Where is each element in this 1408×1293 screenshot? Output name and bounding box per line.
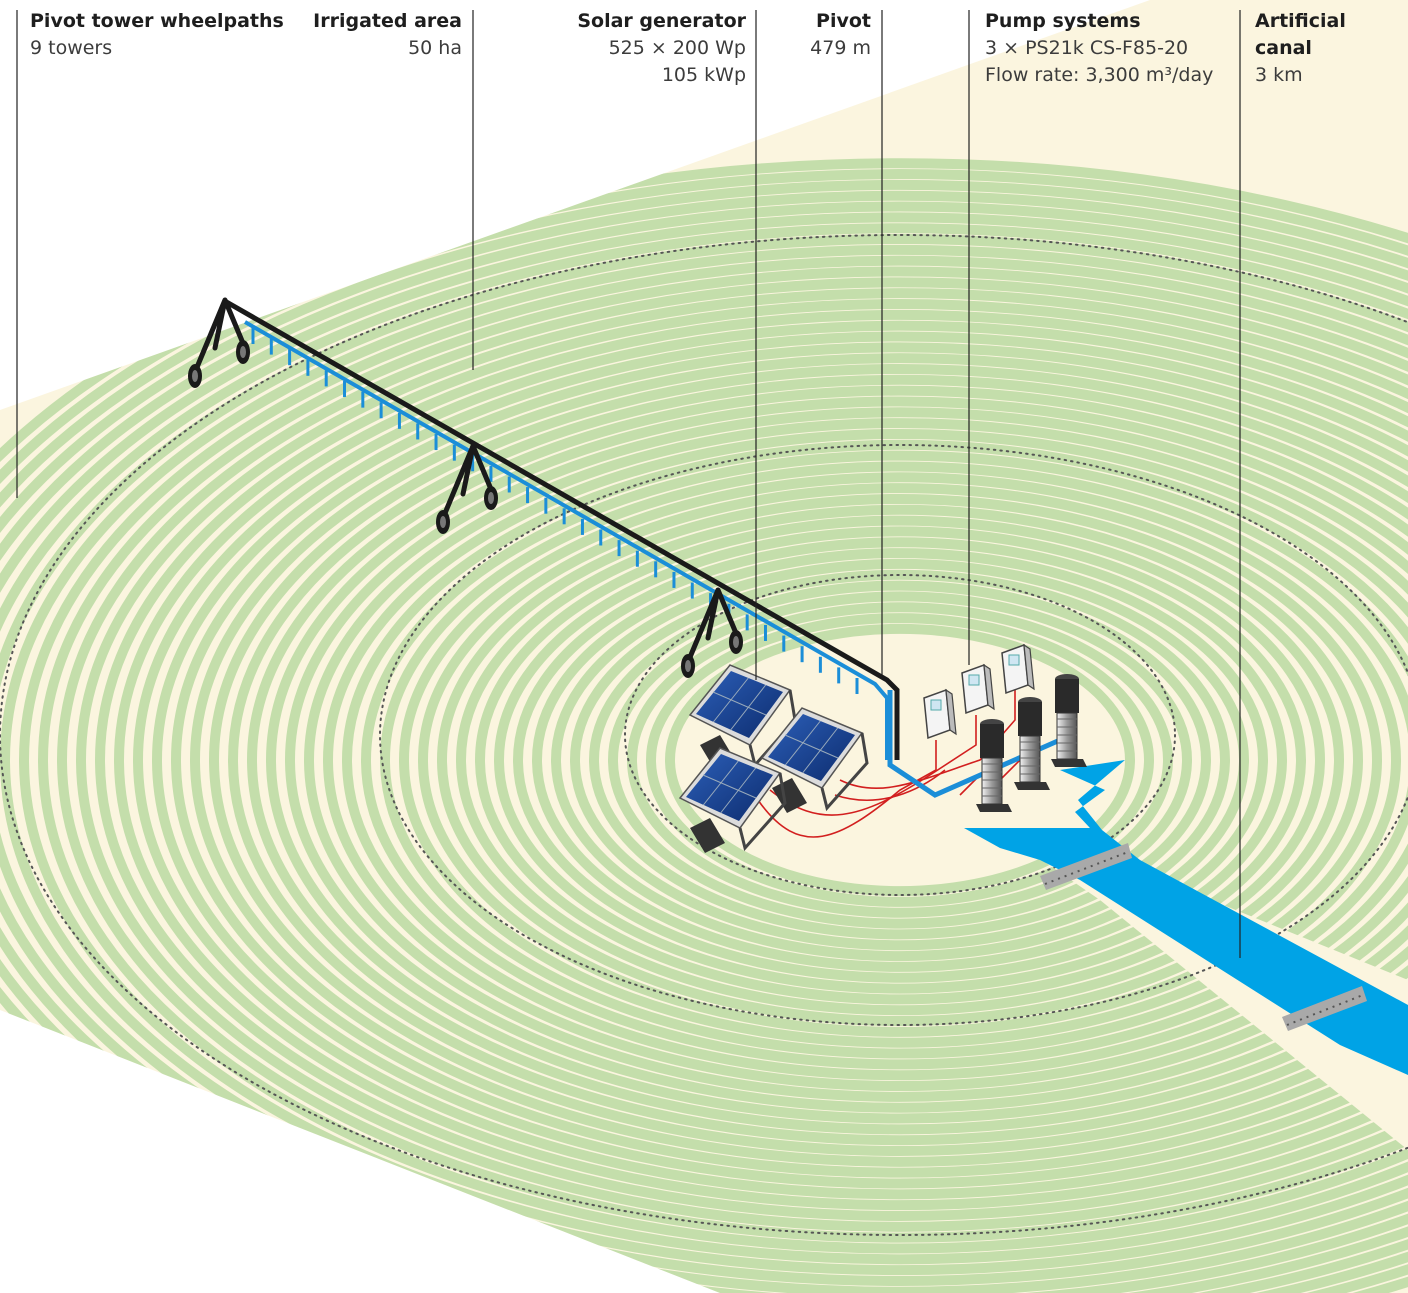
callout-value: Flow rate: 3,300 m³/day: [985, 64, 1214, 86]
crop-row: [380, 461, 1408, 1059]
crop-row: [437, 493, 1363, 1027]
crop-row: [627, 602, 1173, 918]
crop-row: [266, 396, 1408, 1124]
controller-icon: [961, 663, 995, 715]
crop-row: [456, 504, 1344, 1016]
crop-row: [418, 483, 1382, 1037]
leader-lines: [16, 10, 1241, 958]
crop-row: [532, 548, 1268, 972]
pivot-water-pipe: [244, 320, 889, 760]
pump-systems: [976, 674, 1087, 812]
solar-panel-icon: [688, 664, 797, 770]
crop-row: [76, 288, 1408, 1232]
callout-title: Artificial canal: [1255, 10, 1346, 59]
callout-irrigated-area: Irrigated area 50 ha: [313, 8, 462, 62]
crop-row: [0, 234, 1408, 1286]
crop-row: [57, 277, 1408, 1243]
solar-panel-icon: [760, 707, 869, 813]
callout-value: 105 kWp: [661, 64, 746, 86]
canal-bridge: [1040, 843, 1132, 890]
crop-row: [285, 407, 1408, 1113]
pivot-tower-icon: [681, 587, 743, 678]
crop-row: [133, 320, 1408, 1200]
crop-row: [228, 374, 1408, 1146]
callout-value: 479 m: [810, 37, 871, 59]
callout-title: Irrigated area: [313, 10, 462, 32]
callout-title: Pivot tower wheelpaths: [30, 10, 284, 32]
callout-title: Solar generator: [577, 10, 746, 32]
crop-row: [0, 158, 1408, 1293]
callout-value: 3 × PS21k CS-F85-20: [985, 37, 1189, 59]
crop-row: [589, 580, 1211, 940]
center-pivot: [188, 297, 900, 760]
crop-row: [0, 223, 1408, 1293]
crop-row: [0, 179, 1408, 1293]
callout-title: Pivot: [816, 10, 871, 32]
crop-row: [95, 299, 1408, 1221]
callout-value: 50 ha: [408, 37, 462, 59]
crop-row: [646, 613, 1154, 907]
crop-row: [665, 623, 1135, 897]
solar-generator: [678, 664, 869, 853]
crop-row: [494, 526, 1306, 994]
crop-row: [247, 385, 1408, 1135]
crop-row: [0, 190, 1408, 1293]
pivot-tower-wheelpaths: [0, 234, 1408, 1236]
callout-value: 3 km: [1255, 64, 1303, 86]
crop-row: [0, 201, 1408, 1293]
callout-wheelpaths: Pivot tower wheelpaths 9 towers: [30, 8, 284, 62]
artificial-canal: [964, 760, 1408, 1075]
crop-row: [323, 428, 1408, 1092]
crop-row: [38, 266, 1408, 1254]
crop-row: [114, 309, 1408, 1211]
crop-row: [304, 418, 1408, 1102]
crop-row: [0, 212, 1408, 1293]
pump-icon: [1014, 697, 1050, 790]
pivot-tower-icon: [436, 443, 498, 534]
controller-icon: [923, 688, 957, 740]
pivot-arm: [221, 297, 900, 760]
callout-pump-systems: Pump systems 3 × PS21k CS-F85-20 Flow ra…: [985, 8, 1213, 89]
crop-row: [513, 537, 1287, 983]
callout-solar-generator: Solar generator 525 × 200 Wp 105 kWp: [577, 8, 746, 89]
crop-row: [190, 353, 1408, 1167]
crop-rows: [0, 158, 1408, 1293]
canal-bridge: [1282, 986, 1367, 1031]
wheelpath: [624, 574, 1176, 896]
callout-title: Pump systems: [985, 10, 1141, 32]
pump-icon: [976, 719, 1012, 812]
crop-row: [0, 169, 1408, 1293]
crop-row: [171, 342, 1408, 1178]
pump-icon: [1051, 674, 1087, 767]
solar-panel-icon: [678, 747, 787, 853]
pivot-tower-icon: [188, 297, 250, 388]
callout-pivot: Pivot 479 m: [810, 8, 871, 62]
callout-value: 525 × 200 Wp: [608, 37, 746, 59]
wheelpath: [0, 234, 1408, 1236]
crop-row: [19, 255, 1408, 1265]
crop-row: [0, 244, 1408, 1276]
callout-artificial-canal: Artificial canal 3 km: [1255, 8, 1408, 89]
crop-row: [361, 450, 1408, 1070]
crop-row: [475, 515, 1325, 1005]
crop-row: [209, 363, 1408, 1157]
crop-row: [608, 591, 1192, 929]
callout-value: 9 towers: [30, 37, 113, 59]
crop-row: [152, 331, 1408, 1189]
controller-icon: [1001, 643, 1035, 695]
crop-row: [570, 569, 1230, 951]
crop-row: [342, 439, 1408, 1081]
pump-controllers: [923, 643, 1035, 740]
crop-row: [399, 472, 1401, 1048]
crop-row: [551, 558, 1249, 962]
